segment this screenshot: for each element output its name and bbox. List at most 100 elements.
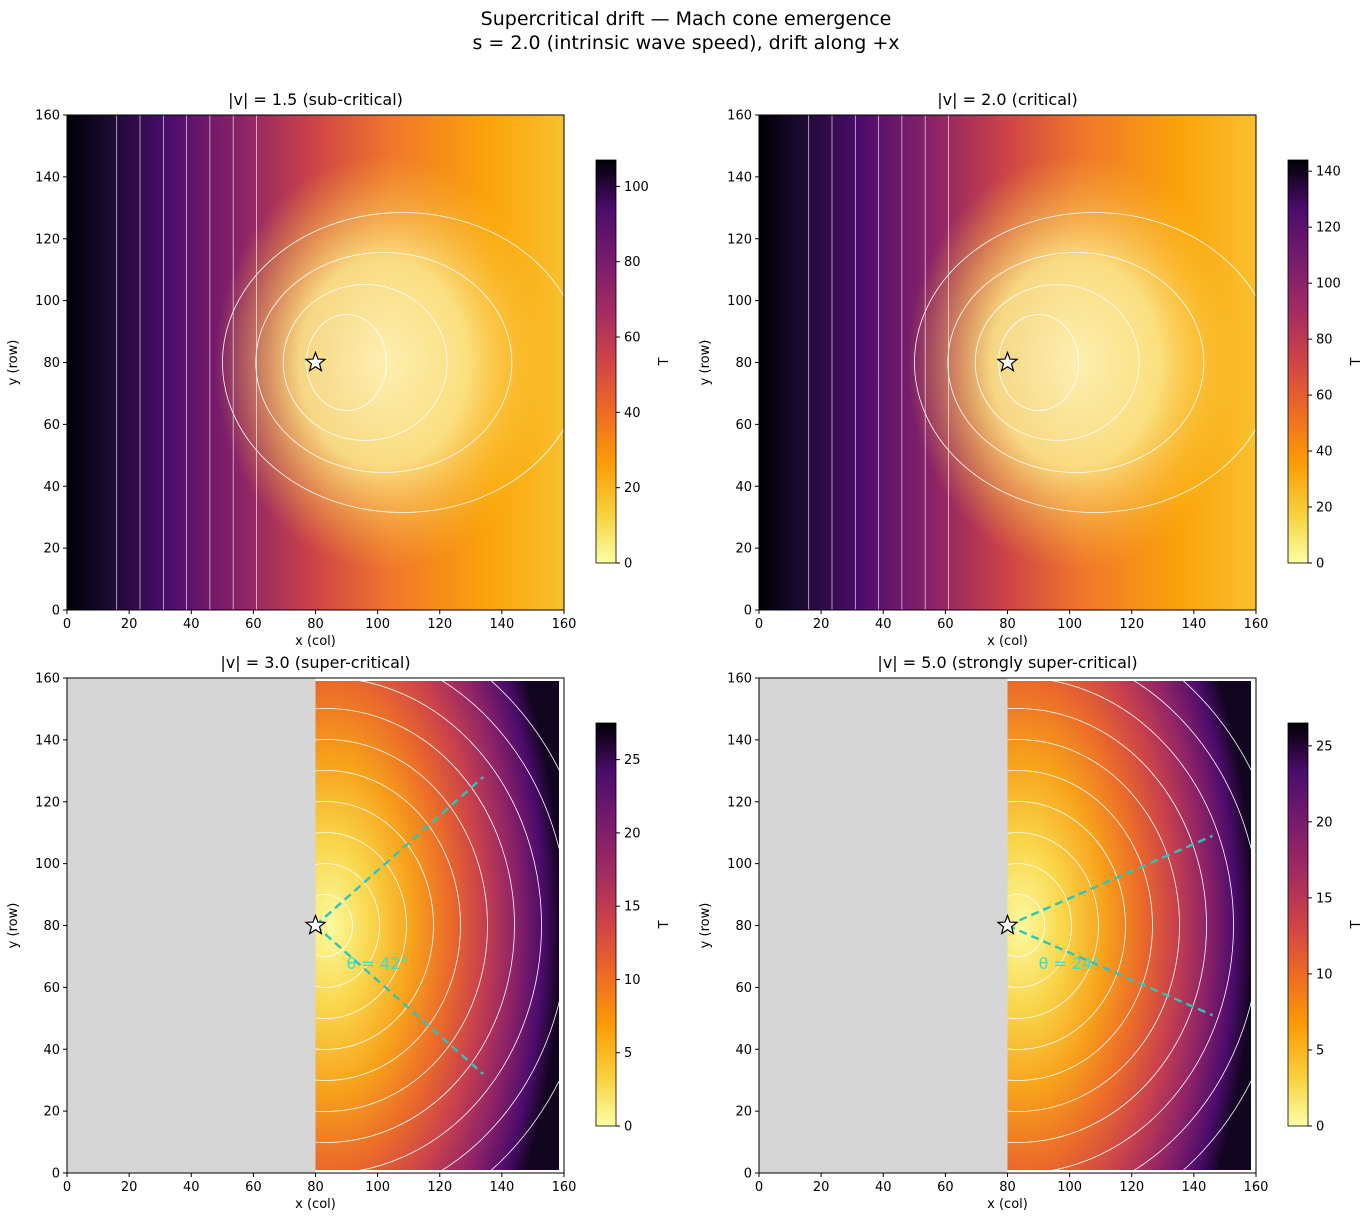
x-tick-label: 120 — [1119, 1180, 1144, 1195]
colorbar-tick-label: 25 — [1316, 739, 1333, 754]
y-tick-label: 60 — [43, 981, 60, 996]
source-marker — [996, 913, 1019, 935]
colorbar-tick-label: 80 — [624, 255, 641, 270]
colorbar-label: T — [657, 920, 672, 929]
x-tick-label: 20 — [121, 1180, 138, 1195]
y-tick-label: 140 — [727, 733, 752, 748]
colorbar-tick-label: 40 — [624, 406, 641, 421]
colorbar-tick-label: 0 — [1316, 557, 1324, 572]
panel-1: 0 20 40 60 80 100 120 140 160 0 20 40 60 80 100 120 140 1… — [6, 90, 672, 649]
x-tick-label: 60 — [245, 1180, 262, 1195]
colorbar-tick-label: 140 — [1316, 165, 1341, 180]
y-tick-label: 80 — [735, 356, 752, 371]
y-axis-label: y (row) — [6, 903, 21, 949]
x-tick-label: 40 — [183, 617, 200, 632]
y-tick-label: 0 — [744, 604, 752, 619]
cone-line — [1007, 834, 1213, 927]
x-axis-label: x (col) — [987, 634, 1028, 649]
colorbar-tick-label: 5 — [624, 1046, 632, 1061]
x-tick-label: 100 — [365, 1180, 390, 1195]
y-tick-label: 60 — [43, 418, 60, 433]
field-gradient — [1007, 681, 1251, 1170]
y-tick-label: 20 — [735, 1105, 752, 1120]
x-tick-label: 100 — [365, 617, 390, 632]
x-tick-label: 20 — [813, 617, 830, 632]
colorbar-tick-label: 20 — [1316, 815, 1333, 830]
x-tick-label: 60 — [245, 617, 262, 632]
heatmap-field — [67, 678, 564, 1173]
y-tick-label: 0 — [52, 604, 60, 619]
y-tick-label: 140 — [35, 733, 60, 748]
cone-line — [314, 924, 485, 1075]
y-tick-label: 0 — [744, 1167, 752, 1182]
contour-line — [914, 212, 1256, 513]
x-tick-label: 20 — [121, 617, 138, 632]
hot-region — [906, 154, 1245, 571]
panel-3: θ = 42°0 20 40 60 80 100 120 140 160020406080100… — [6, 653, 672, 1212]
colorbar — [1287, 722, 1309, 1127]
cone-angle-label: θ = 24° — [1039, 954, 1101, 973]
y-tick-label: 100 — [35, 294, 60, 309]
x-tick-label: 160 — [552, 1180, 577, 1195]
x-tick-label: 160 — [1244, 1180, 1269, 1195]
colorbar — [595, 159, 617, 564]
y-axis-label: y (row) — [698, 903, 713, 949]
x-tick-label: 140 — [1181, 1180, 1206, 1195]
x-tick-label: 0 — [755, 617, 763, 632]
panel-title: |v| = 1.5 (sub-critical) — [228, 90, 403, 109]
x-tick-label: 60 — [937, 1180, 954, 1195]
x-tick-label: 40 — [183, 1180, 200, 1195]
contour-line — [306, 314, 387, 411]
colorbar-tick-label: 10 — [1316, 967, 1333, 982]
colorbar-tick-label: 60 — [624, 331, 641, 346]
colorbar-tick-label: 15 — [624, 900, 641, 915]
x-tick-label: 120 — [427, 617, 452, 632]
y-tick-label: 0 — [52, 1167, 60, 1182]
x-tick-label: 60 — [937, 617, 954, 632]
y-tick-label: 100 — [727, 857, 752, 872]
x-tick-label: 100 — [1057, 1180, 1082, 1195]
y-tick-label: 100 — [35, 857, 60, 872]
y-tick-label: 20 — [735, 542, 752, 557]
panel-2: 0 20 40 60 80 100 120 140 160 0 20 40 60 80 100 120 140 1… — [698, 90, 1364, 649]
x-axis-label: x (col) — [295, 634, 336, 649]
y-tick-label: 40 — [735, 480, 752, 495]
y-axis-label: y (row) — [698, 340, 713, 386]
y-tick-label: 120 — [35, 232, 60, 247]
y-tick-label: 40 — [43, 1043, 60, 1058]
y-tick-label: 160 — [35, 109, 60, 124]
x-tick-label: 160 — [552, 617, 577, 632]
field-gradient — [315, 681, 559, 1170]
cone-line — [314, 776, 485, 927]
contour-line — [998, 314, 1079, 411]
contour-line — [222, 212, 564, 513]
x-tick-label: 160 — [1244, 617, 1269, 632]
panel-title: |v| = 5.0 (strongly super-critical) — [877, 653, 1137, 672]
heatmap-field — [67, 115, 564, 610]
y-tick-label: 60 — [735, 981, 752, 996]
y-tick-label: 60 — [735, 418, 752, 433]
colorbar-tick-label: 25 — [624, 753, 641, 768]
x-tick-label: 120 — [1119, 617, 1144, 632]
y-tick-label: 80 — [43, 356, 60, 371]
y-tick-label: 140 — [35, 170, 60, 185]
colorbar-tick-label: 100 — [1316, 277, 1341, 292]
y-axis-label: y (row) — [6, 340, 21, 386]
x-tick-label: 0 — [63, 617, 71, 632]
source-marker — [996, 350, 1019, 372]
colorbar-tick-label: 0 — [1316, 1120, 1324, 1135]
y-tick-label: 160 — [727, 109, 752, 124]
x-tick-label: 40 — [875, 1180, 892, 1195]
colorbar-tick-label: 15 — [1316, 891, 1333, 906]
y-tick-label: 20 — [43, 542, 60, 557]
colorbar-tick-label: 100 — [624, 180, 649, 195]
colorbar-tick-label: 10 — [624, 973, 641, 988]
y-tick-label: 140 — [727, 170, 752, 185]
x-tick-label: 140 — [489, 1180, 514, 1195]
x-tick-label: 80 — [999, 1180, 1016, 1195]
x-tick-label: 140 — [1181, 617, 1206, 632]
y-tick-label: 100 — [727, 294, 752, 309]
colorbar-label: T — [1349, 920, 1364, 929]
x-tick-label: 120 — [427, 1180, 452, 1195]
